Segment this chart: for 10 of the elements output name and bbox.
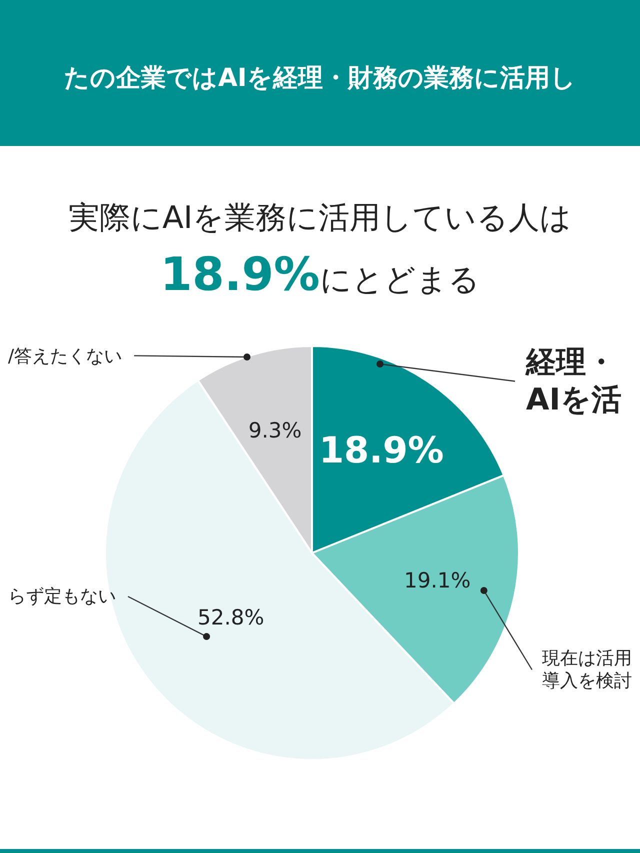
data-label: 19.1% xyxy=(404,568,471,593)
data-label: 52.8% xyxy=(198,606,264,630)
data-label: 18.9% xyxy=(318,430,444,472)
chart-title: たの企業ではAIを経理・財務の業務に活用し xyxy=(64,63,576,92)
slice-label: らず定もない xyxy=(8,586,116,607)
slice-label: /答えたくない xyxy=(8,346,122,367)
data-label: 9.3% xyxy=(248,418,302,442)
slice-label: 経理・AIを活 xyxy=(525,345,622,418)
slice-label: 現在は活用導入を検討 xyxy=(542,648,632,692)
chart-subtitle: 実際にAIを業務に活用している人は 18.9%にとどまる xyxy=(68,200,572,301)
